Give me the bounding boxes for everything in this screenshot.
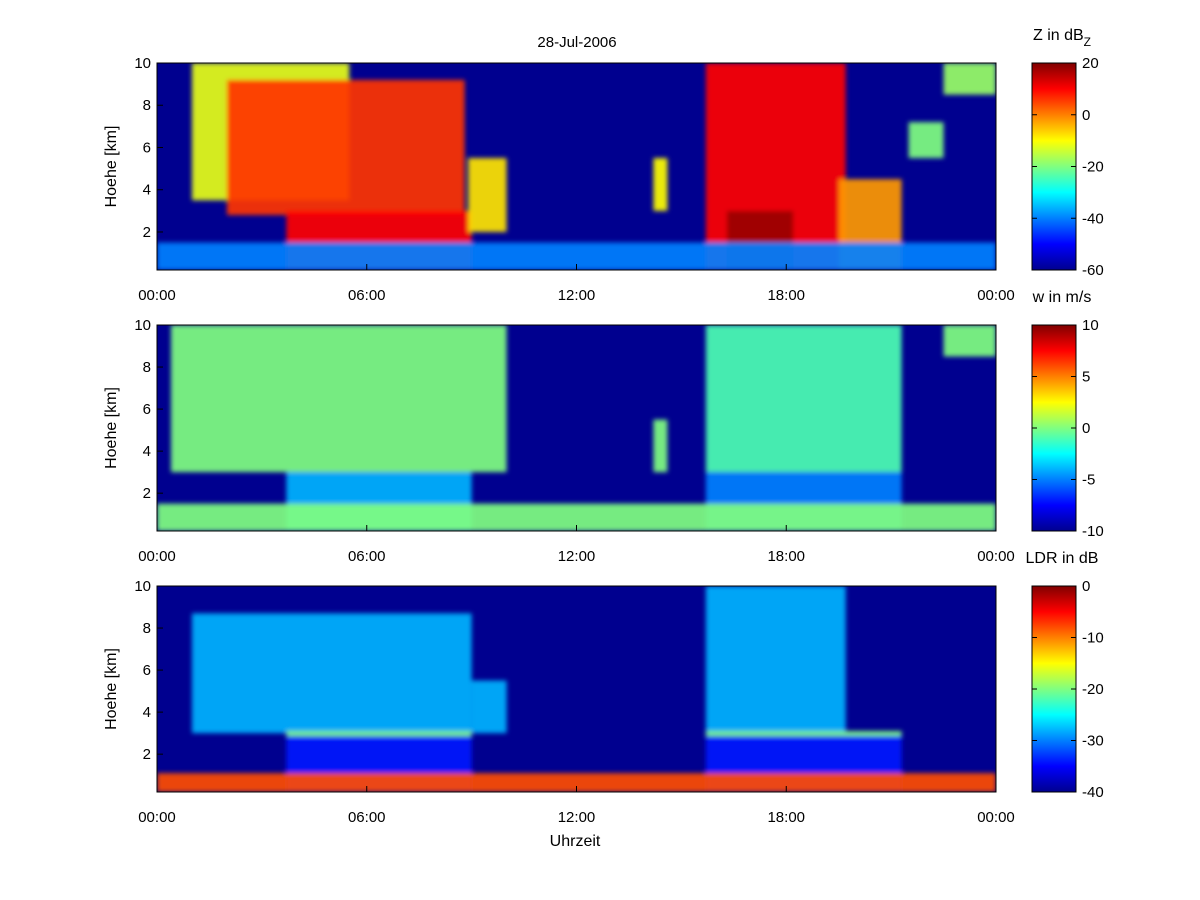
x-tick-label: 18:00 xyxy=(767,548,805,565)
colorbar-gradient xyxy=(1031,324,1077,532)
y-tick-label: 6 xyxy=(143,139,151,156)
heatmap-region-5 xyxy=(653,158,668,211)
heatmap-region-4 xyxy=(705,586,846,734)
colorbar-tick-label: 5 xyxy=(1082,369,1090,386)
y-tick-label: 10 xyxy=(134,55,151,72)
colorbar-title: LDR in dB xyxy=(1026,550,1099,567)
heatmap-region-4 xyxy=(468,158,507,232)
x-tick-label: 06:00 xyxy=(348,287,386,304)
y-tick-label: 8 xyxy=(143,359,151,376)
colorbar-gradient xyxy=(1031,585,1077,793)
colorbar-tick-label: -10 xyxy=(1082,523,1104,540)
y-tick-label: 8 xyxy=(143,620,151,637)
y-tick-label: 4 xyxy=(143,443,151,460)
colorbar-title: w in m/s xyxy=(1032,289,1092,306)
heatmap-region-1 xyxy=(170,325,507,473)
panel-w: 2 4 6 8 10 Hoehe [km] 00:00 06:00 12:00 18:00 00:0… xyxy=(103,289,1104,565)
colorbar-w: 10 5 0 -5 -10 w in m/s xyxy=(1031,289,1104,540)
y-tick-label: 6 xyxy=(143,401,151,418)
heatmap-region-4 xyxy=(705,325,902,473)
figure-title: 28-Jul-2006 xyxy=(537,34,616,51)
heatmap-region-8 xyxy=(705,731,902,737)
x-tick-label: 18:00 xyxy=(767,809,805,826)
colorbar-title: Z in dBZ xyxy=(1033,27,1091,49)
y-axis-label: Hoehe [km] xyxy=(103,648,120,730)
y-tick-label: 4 xyxy=(143,182,151,199)
colorbar-title-main: Z in dB xyxy=(1033,27,1084,44)
x-tick-label: 00:00 xyxy=(138,548,176,565)
y-tick-label: 6 xyxy=(143,662,151,679)
heatmap-region-1 xyxy=(191,613,472,734)
heatmap-region-3 xyxy=(471,680,507,734)
x-tick-label: 06:00 xyxy=(348,809,386,826)
heatmap-region-2 xyxy=(226,79,465,216)
y-tick-label: 4 xyxy=(143,704,151,721)
heatmap-region-10 xyxy=(908,122,944,159)
colorbar-tick-label: -40 xyxy=(1082,210,1104,227)
y-tick-label: 2 xyxy=(143,485,151,502)
colorbar-tick-label: -10 xyxy=(1082,630,1104,647)
colorbar-tick-label: 0 xyxy=(1082,578,1090,595)
x-tick-label: 00:00 xyxy=(977,548,1015,565)
colorbar-tick-label: -60 xyxy=(1082,262,1104,279)
colorbar-tick-label: 0 xyxy=(1082,107,1090,124)
x-tick-label: 12:00 xyxy=(558,287,596,304)
y-tick-label: 2 xyxy=(143,224,151,241)
colorbar-ldr: 0 -10 -20 -30 -40 LDR in dB xyxy=(1026,550,1104,801)
y-tick-label: 10 xyxy=(134,317,151,334)
colorbar-title-subscript: Z xyxy=(1084,35,1091,49)
x-tick-label: 06:00 xyxy=(348,548,386,565)
colorbar-tick-label: 10 xyxy=(1082,317,1099,334)
y-axis-label: Hoehe [km] xyxy=(103,126,120,208)
colorbar-tick-label: 0 xyxy=(1082,420,1090,437)
colorbar-tick-label: -5 xyxy=(1082,472,1095,489)
y-axis-label: Hoehe [km] xyxy=(103,387,120,469)
colorbar-tick-label: 20 xyxy=(1082,55,1099,72)
colorbar-tick-label: -40 xyxy=(1082,784,1104,801)
x-tick-label: 00:00 xyxy=(138,809,176,826)
heatmap-region-3 xyxy=(653,419,668,473)
x-axis-label: Uhrzeit xyxy=(550,833,601,850)
x-tick-label: 18:00 xyxy=(767,287,805,304)
y-tick-label: 2 xyxy=(143,746,151,763)
x-tick-label: 00:00 xyxy=(977,809,1015,826)
colorbar-tick-label: -20 xyxy=(1082,159,1104,176)
x-tick-label: 00:00 xyxy=(977,287,1015,304)
colorbar-title-main: w in m/s xyxy=(1032,289,1092,306)
x-tick-label: 12:00 xyxy=(558,809,596,826)
panel-ldr: 2 4 6 8 10 Hoehe [km] 00:00 06:00 12:00 18:00 00:0… xyxy=(103,550,1104,826)
y-tick-label: 8 xyxy=(143,97,151,114)
colorbar-gradient xyxy=(1031,62,1077,271)
colorbar-tick-label: -20 xyxy=(1082,681,1104,698)
colorbar-tick-label: -30 xyxy=(1082,733,1104,750)
heatmap-region-7 xyxy=(286,731,472,737)
colorbar-z: 20 0 -20 -40 -60 Z in dBZ xyxy=(1031,27,1104,279)
heatmap-region-7 xyxy=(943,325,996,357)
heatmap-region-9 xyxy=(943,63,996,95)
colorbar-title-main: LDR in dB xyxy=(1026,550,1099,567)
y-tick-label: 10 xyxy=(134,578,151,595)
x-tick-label: 12:00 xyxy=(558,548,596,565)
panel-z: 2 4 6 8 10 Hoehe [km] 00:00 06:00 12:00 18:00 00:0… xyxy=(103,27,1104,304)
x-tick-label: 00:00 xyxy=(138,287,176,304)
